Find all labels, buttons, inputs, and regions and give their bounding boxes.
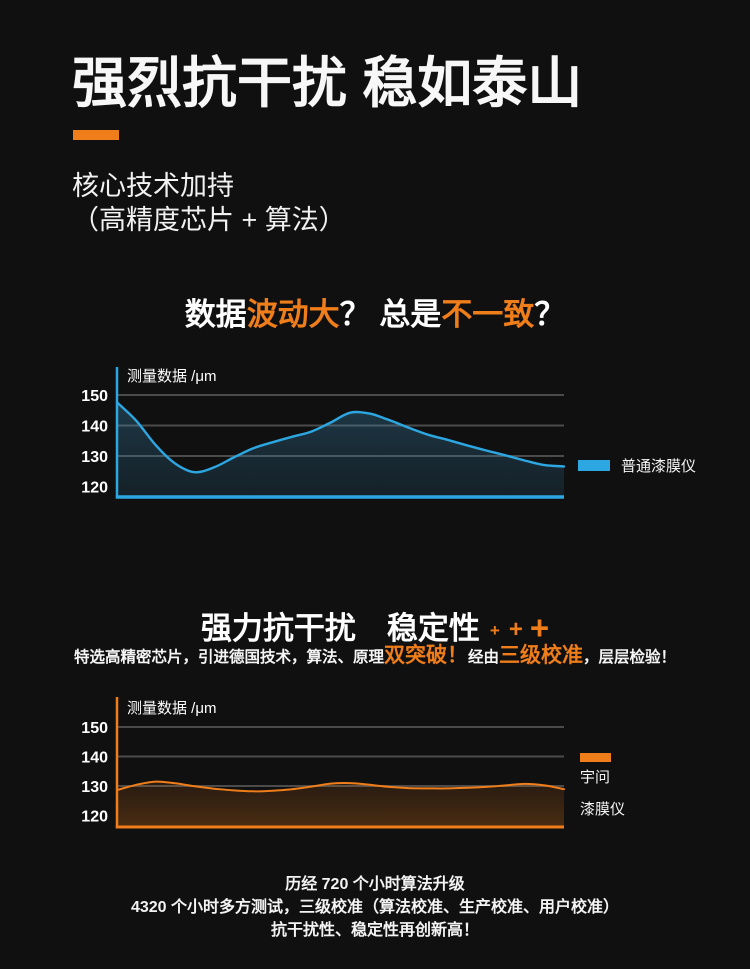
- svg-text:140: 140: [81, 419, 108, 436]
- svg-text:测量数据 /μm: 测量数据 /μm: [127, 700, 216, 717]
- plus-icon: +: [508, 616, 523, 643]
- svg-text:测量数据 /μm: 测量数据 /μm: [127, 368, 216, 385]
- footer-line-2-suffix: （算法校准、生产校准、用户校准）: [363, 899, 620, 916]
- measurement-chart-ordinary-gauge: 150 140 130 120 测量数据 /μm: [81, 367, 566, 499]
- footer-line-3: 抗干扰性、稳定性再创新高！: [270, 922, 479, 939]
- footer-line-2-bold: 三级校准: [299, 899, 364, 916]
- subtitle: 核心技术加持 （高精度芯片 + 算法）: [72, 169, 346, 237]
- measurement-chart-yuwen-gauge: 150 140 130 120 测量数据 /μm: [81, 697, 565, 829]
- plus-icon: +: [529, 609, 550, 646]
- footer-text: 历经 720 个小时算法升级 4320 个小时多方测试，三级校准（算法校准、生产…: [0, 873, 750, 942]
- legend-label-line1: 宇问: [580, 769, 611, 786]
- heading-part: ？: [534, 297, 566, 332]
- legend-ordinary-gauge: 普通漆膜仪: [578, 455, 696, 476]
- legend-label: 普通漆膜仪: [621, 458, 697, 475]
- legend-yuwen-gauge: 宇问 漆膜仪: [580, 753, 625, 818]
- subtitle-line-1: 核心技术加持: [72, 171, 234, 201]
- subtext-part: 特选高精密芯片，引进德国技术，算法、原理: [73, 649, 384, 666]
- problem-heading: 数据波动大？ 总是不一致？: [0, 289, 750, 334]
- legend-swatch-orange: [580, 753, 611, 762]
- svg-text:130: 130: [81, 779, 108, 796]
- subtext-part: 双突破！: [383, 644, 468, 667]
- legend-swatch-blue: [578, 460, 610, 471]
- subtext-part: ，层层检验！: [583, 649, 677, 666]
- svg-text:130: 130: [81, 449, 108, 466]
- footer-line-1: 历经 720 个小时算法升级: [285, 876, 465, 893]
- heading-part: 总是: [379, 297, 442, 332]
- svg-text:120: 120: [81, 480, 108, 497]
- solution-heading-text: 强力抗干扰 稳定性: [200, 611, 480, 646]
- page-title: 强烈抗干扰 稳如泰山: [72, 52, 583, 114]
- svg-text:140: 140: [81, 750, 108, 767]
- subtitle-line-2: （高精度芯片 + 算法）: [72, 205, 346, 235]
- footer-line-2: 4320 个小时多方测试，三级校准（算法校准、生产校准、用户校准）: [0, 896, 750, 919]
- footer-line-2-prefix: 4320 个小时多方测试，: [130, 899, 299, 916]
- legend-label-line2: 漆膜仪: [580, 801, 626, 818]
- solution-heading: 强力抗干扰 稳定性 + + +: [0, 603, 750, 648]
- subtext-part: 经由: [467, 649, 499, 666]
- subtext-part: 三级校准: [499, 644, 583, 667]
- plus-icon: +: [489, 621, 500, 640]
- svg-text:150: 150: [81, 388, 108, 405]
- svg-text:150: 150: [81, 720, 108, 737]
- heading-part: 数据: [184, 297, 247, 332]
- heading-part: ？: [339, 297, 380, 332]
- solution-subtext: 特选高精密芯片，引进德国技术，算法、原理双突破！经由三级校准，层层检验！: [0, 639, 750, 669]
- heading-part: 不一致: [441, 297, 535, 332]
- svg-text:120: 120: [81, 809, 108, 826]
- accent-dash: [73, 130, 119, 140]
- heading-part: 波动大: [246, 297, 340, 332]
